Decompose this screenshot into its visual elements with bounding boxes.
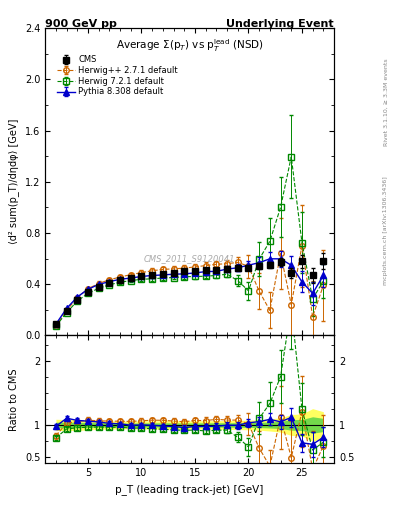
- Y-axis label: ⟨d² sum(p_T)/dηdφ⟩ [GeV]: ⟨d² sum(p_T)/dηdφ⟩ [GeV]: [9, 119, 19, 244]
- Text: Rivet 3.1.10, ≥ 3.3M events: Rivet 3.1.10, ≥ 3.3M events: [384, 58, 388, 146]
- X-axis label: p_T (leading track-jet) [GeV]: p_T (leading track-jet) [GeV]: [116, 484, 264, 495]
- Legend: CMS, Herwig++ 2.7.1 default, Herwig 7.2.1 default, Pythia 8.308 default: CMS, Herwig++ 2.7.1 default, Herwig 7.2.…: [55, 54, 180, 98]
- Text: 900 GeV pp: 900 GeV pp: [45, 19, 117, 30]
- Text: mcplots.cern.ch [arXiv:1306.3436]: mcplots.cern.ch [arXiv:1306.3436]: [384, 176, 388, 285]
- Text: Underlying Event: Underlying Event: [226, 19, 334, 30]
- Text: CMS_2011_S9120041: CMS_2011_S9120041: [144, 254, 235, 263]
- Text: Average $\Sigma$(p$_T$) vs p$_T^{\rm lead}$ (NSD): Average $\Sigma$(p$_T$) vs p$_T^{\rm lea…: [116, 37, 264, 54]
- Y-axis label: Ratio to CMS: Ratio to CMS: [9, 368, 19, 431]
